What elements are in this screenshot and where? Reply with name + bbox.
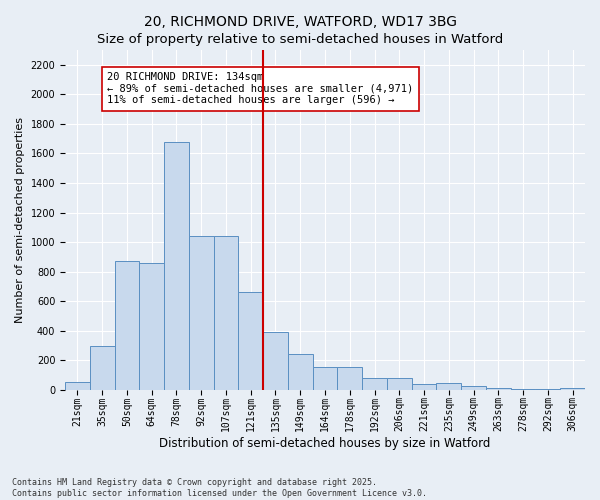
Bar	[238, 292, 263, 390]
Bar	[362, 378, 387, 390]
Bar	[461, 386, 486, 390]
Bar	[313, 367, 337, 390]
Bar	[436, 382, 461, 390]
Bar	[189, 236, 214, 390]
Bar	[511, 389, 535, 390]
Bar	[164, 142, 189, 390]
Bar	[65, 382, 90, 390]
Bar	[90, 346, 115, 390]
X-axis label: Distribution of semi-detached houses by size in Watford: Distribution of semi-detached houses by …	[160, 437, 491, 450]
Bar	[535, 389, 560, 390]
Text: 20 RICHMOND DRIVE: 134sqm
← 89% of semi-detached houses are smaller (4,971)
11% : 20 RICHMOND DRIVE: 134sqm ← 89% of semi-…	[107, 72, 413, 106]
Bar	[337, 367, 362, 390]
Bar	[115, 262, 139, 390]
Bar	[214, 236, 238, 390]
Bar	[387, 378, 412, 390]
Bar	[486, 388, 511, 390]
Y-axis label: Number of semi-detached properties: Number of semi-detached properties	[15, 117, 25, 323]
Bar	[412, 384, 436, 390]
Bar	[139, 263, 164, 390]
Text: 20, RICHMOND DRIVE, WATFORD, WD17 3BG: 20, RICHMOND DRIVE, WATFORD, WD17 3BG	[143, 15, 457, 29]
Bar	[560, 388, 585, 390]
Text: Size of property relative to semi-detached houses in Watford: Size of property relative to semi-detach…	[97, 32, 503, 46]
Bar	[288, 354, 313, 390]
Bar	[263, 332, 288, 390]
Text: Contains HM Land Registry data © Crown copyright and database right 2025.
Contai: Contains HM Land Registry data © Crown c…	[12, 478, 427, 498]
